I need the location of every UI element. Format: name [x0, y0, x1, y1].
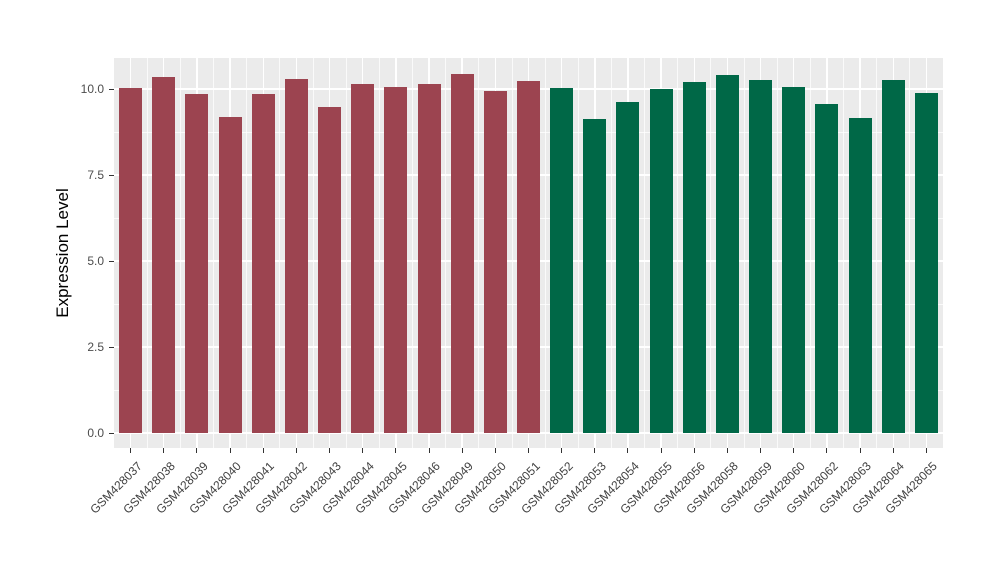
x-tick-mark — [627, 448, 629, 453]
minor-gridline-v — [677, 58, 679, 448]
minor-gridline-v — [909, 58, 911, 448]
bar-GSM428055 — [649, 89, 673, 433]
x-tick-mark — [295, 448, 297, 453]
minor-gridline-v — [445, 58, 447, 448]
minor-gridline-v — [146, 58, 148, 448]
bar-GSM428052 — [550, 87, 574, 433]
y-tick-label: 2.5 — [87, 340, 104, 354]
minor-gridline-v — [544, 58, 546, 448]
bar-GSM428060 — [782, 86, 806, 433]
x-tick-mark — [760, 448, 762, 453]
bar-GSM428063 — [848, 117, 872, 433]
minor-gridline-v — [345, 58, 347, 448]
x-tick-mark — [196, 448, 198, 453]
bar-GSM428044 — [351, 84, 375, 433]
y-tick-label: 0.0 — [87, 426, 104, 440]
x-tick-mark — [693, 448, 695, 453]
minor-gridline-v — [378, 58, 380, 448]
bar-GSM428045 — [384, 86, 408, 433]
x-tick-mark — [528, 448, 529, 453]
bar-GSM428051 — [517, 80, 540, 433]
y-tick-label: 5.0 — [87, 254, 104, 268]
bar-GSM428053 — [583, 118, 607, 433]
minor-gridline-v — [279, 58, 281, 448]
y-tick-mark — [109, 174, 114, 176]
minor-gridline-v — [710, 58, 712, 448]
x-tick-mark — [130, 448, 132, 453]
y-tick-label: 7.5 — [87, 168, 104, 182]
minor-gridline-v — [743, 58, 745, 448]
bar-GSM428062 — [815, 103, 839, 433]
x-tick-mark — [793, 448, 795, 453]
y-tick-mark — [109, 88, 114, 90]
bar-GSM428065 — [914, 93, 938, 433]
bar-GSM428046 — [417, 83, 441, 433]
bar-GSM428037 — [119, 88, 143, 433]
minor-gridline-v — [611, 58, 612, 448]
x-tick-mark — [859, 448, 861, 453]
bar-GSM428050 — [483, 91, 507, 433]
x-tick-mark — [494, 448, 496, 453]
x-tick-mark — [925, 448, 927, 453]
x-tick-mark — [826, 448, 828, 453]
x-tick-mark — [229, 448, 231, 453]
minor-gridline-v — [577, 58, 579, 448]
bar-GSM428039 — [185, 94, 209, 433]
minor-gridline-v — [179, 58, 181, 448]
x-tick-mark — [660, 448, 662, 453]
x-tick-mark — [561, 448, 563, 453]
minor-gridline-v — [478, 58, 480, 448]
x-tick-mark — [594, 448, 596, 453]
bar-GSM428043 — [318, 106, 342, 433]
bar-GSM428041 — [251, 94, 275, 433]
minor-gridline-v — [776, 58, 778, 448]
x-tick-mark — [163, 448, 165, 453]
bar-GSM428038 — [152, 76, 176, 433]
x-tick-mark — [329, 448, 331, 453]
bar-GSM428054 — [616, 102, 640, 433]
x-tick-mark — [395, 448, 397, 453]
x-tick-mark — [726, 448, 728, 453]
minor-gridline-v — [644, 58, 646, 448]
x-tick-mark — [362, 448, 364, 453]
x-tick-mark — [892, 448, 894, 453]
minor-gridline-v — [511, 58, 513, 448]
bar-GSM428059 — [749, 80, 773, 433]
bar-GSM428049 — [450, 74, 474, 433]
minor-gridline-v — [312, 58, 314, 448]
bar-GSM428058 — [715, 74, 739, 433]
y-tick-mark — [109, 432, 114, 434]
x-tick-mark — [461, 448, 463, 453]
bar-GSM428042 — [284, 79, 308, 433]
bar-GSM428056 — [682, 82, 706, 433]
minor-gridline-v — [876, 58, 878, 448]
minor-gridline-v — [246, 58, 248, 448]
x-tick-mark — [262, 448, 264, 453]
bar-GSM428064 — [881, 79, 905, 433]
minor-gridline-v — [213, 58, 215, 448]
y-tick-mark — [109, 346, 114, 348]
minor-gridline-v — [809, 58, 811, 448]
minor-gridline-v — [843, 58, 845, 448]
y-tick-mark — [109, 260, 114, 262]
bar-GSM428040 — [218, 116, 242, 433]
plot-panel — [114, 58, 943, 448]
minor-gridline-v — [412, 58, 414, 448]
x-tick-mark — [428, 448, 430, 453]
y-tick-label: 10.0 — [80, 82, 104, 96]
y-axis-title: Expression Level — [53, 188, 72, 318]
